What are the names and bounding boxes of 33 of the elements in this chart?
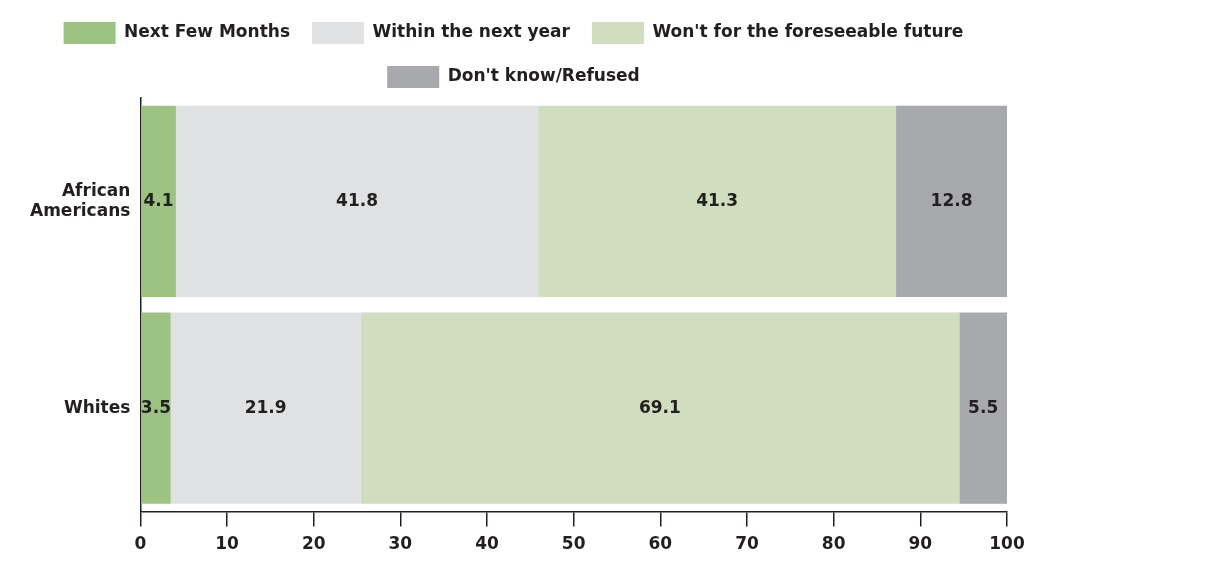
- x-tick-label: 40: [475, 533, 500, 554]
- legend-label: Within the next year: [372, 21, 571, 42]
- bar: [141, 312, 171, 504]
- x-tick-label: 30: [388, 533, 413, 554]
- legend-label: Won't for the foreseeable future: [652, 21, 964, 42]
- x-tick-label: 90: [908, 533, 933, 554]
- x-tick-label: 100: [989, 533, 1025, 554]
- bar: [538, 105, 897, 298]
- bar: [896, 105, 1007, 298]
- bar: [360, 312, 960, 504]
- data-label: 41.3: [696, 189, 739, 210]
- bar: [959, 312, 1007, 504]
- data-label: 5.5: [968, 396, 999, 417]
- data-label: 69.1: [638, 396, 681, 417]
- x-tick-label: 10: [215, 533, 240, 554]
- y-tick-label: African Americans: [29, 179, 131, 221]
- bar: [170, 312, 361, 504]
- x-tick-label: 70: [735, 533, 760, 554]
- data-label: 41.8: [336, 189, 379, 210]
- x-tick-label: 20: [301, 533, 326, 554]
- data-label: 4.1: [143, 189, 174, 210]
- x-tick-label: 60: [648, 533, 673, 554]
- data-label: 21.9: [244, 396, 287, 417]
- legend-label: Don't know/Refused: [447, 65, 640, 86]
- data-label: 3.5: [140, 396, 171, 417]
- data-label: 12.8: [930, 189, 973, 210]
- x-tick-label: 50: [561, 533, 586, 554]
- legend-label: Next Few Months: [124, 21, 291, 42]
- bar: [175, 105, 539, 298]
- bar: [141, 105, 176, 298]
- y-tick-label: Whites: [63, 396, 131, 417]
- x-tick-label: 0: [134, 533, 147, 554]
- x-tick-label: 80: [821, 533, 846, 554]
